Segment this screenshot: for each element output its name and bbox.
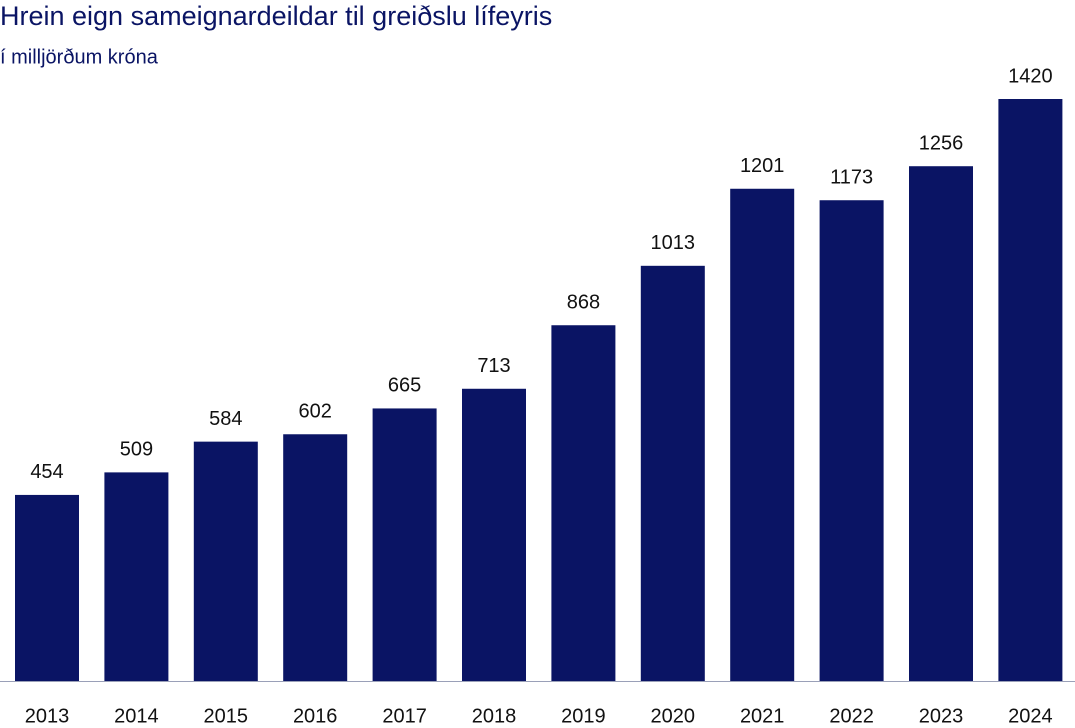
bar (193, 441, 258, 681)
value-label: 454 (30, 461, 63, 483)
bar (15, 494, 79, 681)
value-label: 509 (120, 439, 153, 461)
value-label: 584 (209, 408, 242, 430)
x-tick-label: 2019 (561, 705, 606, 727)
x-tick-label: 2014 (114, 705, 159, 727)
value-label: 1173 (830, 167, 873, 189)
value-label: 602 (299, 401, 332, 423)
bar (819, 200, 884, 681)
x-tick-label: 2022 (829, 705, 874, 727)
x-tick-label: 2020 (651, 705, 696, 727)
bar (104, 472, 169, 681)
x-tick-label: 2021 (740, 705, 785, 727)
x-tick-label: 2023 (919, 705, 964, 727)
value-label: 1256 (919, 132, 964, 154)
x-tick-label: 2024 (1008, 705, 1053, 727)
x-tick-label: 2015 (204, 705, 249, 727)
x-tick-label: 2018 (472, 705, 517, 727)
value-label: 1013 (651, 232, 696, 254)
value-label: 1201 (740, 155, 785, 177)
bar (462, 388, 526, 681)
bar (909, 166, 973, 681)
value-label: 665 (388, 375, 421, 397)
bar (283, 434, 348, 681)
bar (998, 99, 1063, 681)
value-label: 1420 (1008, 65, 1053, 87)
bar (730, 188, 795, 681)
x-tick-label: 2013 (25, 705, 70, 727)
chart-subtitle: í milljörðum króna (0, 46, 159, 68)
x-tick-label: 2017 (382, 705, 427, 727)
bar (372, 408, 437, 681)
bar (640, 265, 705, 681)
bar (551, 325, 616, 681)
value-label: 713 (477, 355, 510, 377)
value-label: 868 (567, 292, 600, 314)
chart-title: Hrein eign sameignardeildar til greiðslu… (0, 1, 552, 31)
x-tick-label: 2016 (293, 705, 338, 727)
